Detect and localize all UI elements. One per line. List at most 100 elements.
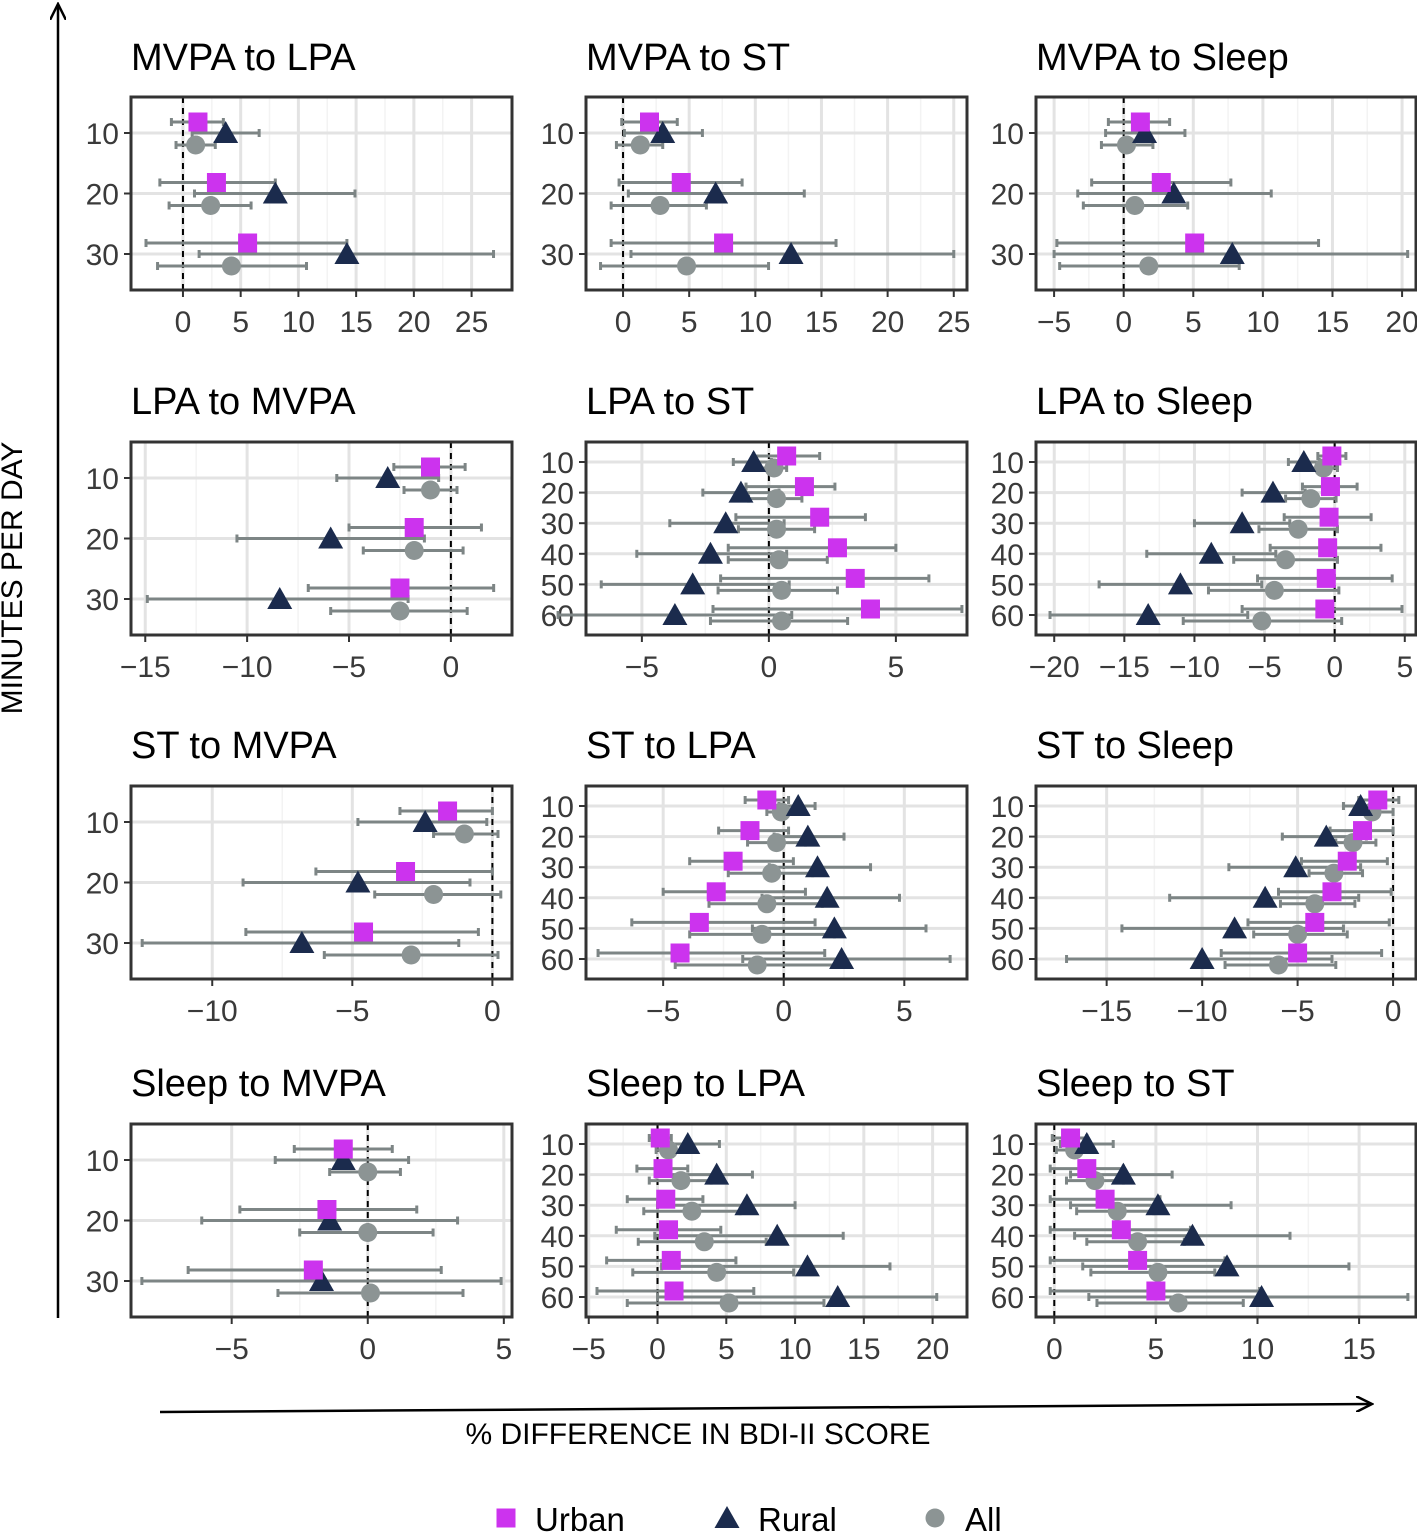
x-tick-label: 0	[1385, 995, 1402, 1028]
panel-title: LPA to MVPA	[131, 381, 356, 423]
panel-border	[584, 1122, 969, 1319]
x-axis-label: % DIFFERENCE IN BDI-II SCORE	[465, 1418, 930, 1451]
point-all	[404, 541, 424, 560]
legend-urban-label: Urban	[535, 1501, 625, 1533]
panel-title: MVPA to LPA	[131, 37, 356, 79]
x-tick-label: −10	[1177, 995, 1228, 1028]
point-rural	[412, 810, 438, 832]
point-rural	[330, 1148, 356, 1170]
x-tick-label: 15	[847, 1333, 880, 1366]
point-urban	[723, 851, 743, 871]
panel-title: ST to LPA	[586, 725, 756, 767]
panel-border	[584, 784, 969, 981]
point-rural	[734, 1193, 760, 1216]
y-tick-label: 60	[991, 944, 1024, 977]
point-all	[650, 196, 670, 215]
point-rural	[1260, 480, 1286, 503]
point-rural	[1283, 855, 1309, 878]
x-tick-label: 0	[775, 995, 792, 1028]
y-tick-label: 30	[86, 1266, 119, 1299]
y-tick-label: 10	[991, 1129, 1024, 1162]
y-tick-label: 10	[86, 118, 119, 151]
x-tick-label: 0	[359, 1333, 376, 1366]
point-rural	[289, 931, 315, 953]
x-tick-label: 20	[1385, 306, 1417, 339]
point-rural	[345, 870, 371, 893]
point-urban	[1146, 1281, 1166, 1301]
x-tick-label: 0	[1326, 651, 1343, 684]
y-tick-label: 30	[541, 239, 574, 272]
x-tick-label: −5	[625, 651, 659, 684]
panel-background	[1036, 442, 1416, 635]
y-tick-label: 60	[541, 944, 574, 977]
y-tick-label: 10	[86, 1145, 119, 1178]
panel-title: MVPA to ST	[586, 37, 790, 79]
point-urban	[1095, 1189, 1115, 1209]
point-all	[1288, 519, 1308, 539]
panel-border	[584, 95, 969, 292]
y-tick-label: 20	[991, 179, 1024, 212]
x-tick-label: 10	[1241, 1333, 1274, 1366]
y-tick-label: 20	[86, 179, 119, 212]
point-rural	[1222, 916, 1248, 939]
point-rural	[1291, 450, 1317, 472]
point-urban	[827, 538, 847, 558]
panel-border	[1034, 1122, 1417, 1319]
point-urban	[1318, 538, 1338, 558]
y-tick-label: 40	[541, 883, 574, 916]
y-tick-label: 10	[541, 1129, 574, 1162]
point-rural	[804, 855, 830, 878]
x-tick-label: 25	[937, 306, 970, 339]
point-all	[677, 256, 697, 276]
point-urban	[1185, 233, 1205, 253]
panel-mvpa-to-lpa: MVPA to LPA 0 5 10 15 20 25 10 20 30	[86, 37, 514, 339]
point-urban	[845, 568, 865, 588]
y-tick-label: 50	[991, 1251, 1024, 1284]
y-tick-label: 60	[991, 600, 1024, 633]
point-rural	[262, 181, 288, 204]
y-axis-label: MINUTES PER DAY	[0, 442, 29, 715]
legend-item-urban: Urban	[496, 1501, 625, 1533]
y-tick-label: 30	[991, 239, 1024, 272]
y-tick-label: 20	[991, 478, 1024, 511]
point-all	[1276, 550, 1296, 570]
point-rural	[1313, 824, 1339, 847]
point-rural	[741, 450, 767, 472]
panel-background	[1036, 786, 1416, 979]
x-tick-label: 20	[397, 306, 430, 339]
point-rural	[375, 466, 401, 488]
point-all	[1168, 1293, 1188, 1313]
point-urban	[671, 173, 691, 192]
x-tick-label: −10	[187, 995, 238, 1028]
x-tick-label: 15	[339, 306, 372, 339]
point-rural	[814, 885, 840, 908]
y-tick-label: 60	[541, 1282, 574, 1315]
y-tick-label: 30	[991, 852, 1024, 885]
y-tick-label: 20	[86, 868, 119, 901]
point-urban	[1305, 912, 1325, 932]
point-urban	[1319, 507, 1339, 527]
panel-border	[129, 95, 514, 292]
y-tick-label: 40	[541, 539, 574, 572]
point-rural	[309, 1269, 334, 1291]
y-tick-label: 10	[541, 791, 574, 824]
panel-border	[129, 1122, 514, 1319]
x-tick-label: 5	[1148, 1333, 1165, 1366]
point-rural	[318, 526, 344, 549]
x-tick-label: −5	[1247, 651, 1281, 684]
y-tick-label: 20	[86, 1206, 119, 1239]
point-all	[752, 924, 772, 944]
point-urban	[404, 518, 424, 537]
point-all	[757, 894, 777, 914]
point-urban	[188, 112, 208, 132]
y-tick-label: 20	[541, 1160, 574, 1193]
x-tick-label: −15	[1081, 995, 1132, 1028]
x-tick-label: −5	[332, 651, 366, 684]
point-urban	[706, 882, 726, 902]
point-all	[1305, 894, 1325, 914]
point-urban	[650, 1128, 670, 1148]
point-rural	[680, 572, 706, 595]
